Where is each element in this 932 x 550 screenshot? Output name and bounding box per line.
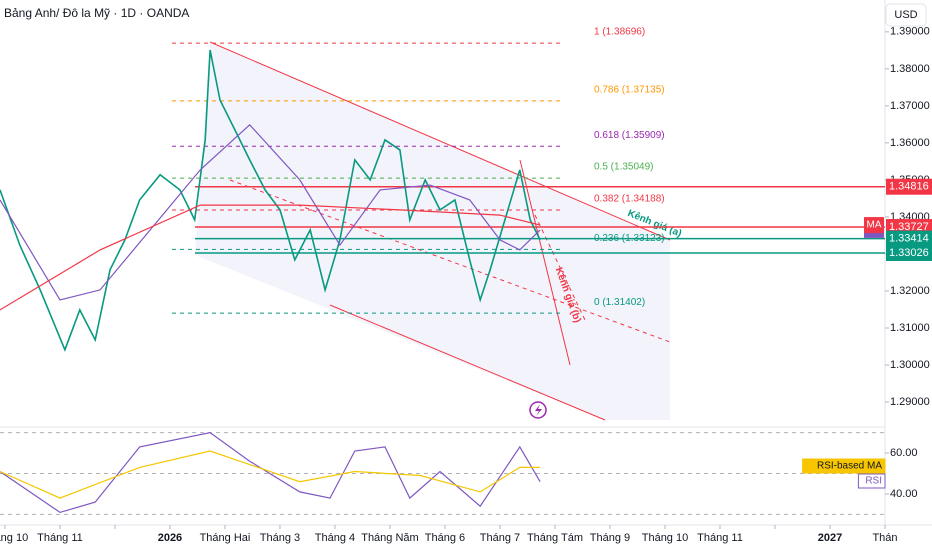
x-tick-label: 2027 <box>818 532 842 544</box>
x-tick-label: Thán <box>872 532 897 544</box>
x-tick-label: Tháng 11 <box>697 532 743 544</box>
x-tick-label: Tháng 4 <box>315 532 355 544</box>
legend-label: RSI-based MA <box>817 461 882 472</box>
y-tick-label: 1.31000 <box>890 322 930 334</box>
channel-line <box>209 41 671 241</box>
fib-label: 1 (1.38696) <box>594 27 645 38</box>
price-badge-label: 1.33727 <box>889 221 929 233</box>
x-tick-label: 2026 <box>158 532 182 544</box>
series-line <box>0 431 541 514</box>
channel-b-line <box>534 214 586 321</box>
channel-line <box>329 304 606 421</box>
series-line <box>0 204 541 311</box>
price-badge-label: 1.34816 <box>889 181 929 193</box>
x-tick-label: Tháng 6 <box>425 532 465 544</box>
y-tick-label: 1.37000 <box>890 100 930 112</box>
price-badge-label: 1.33414 <box>889 233 929 245</box>
y-tick-label: 1.39000 <box>890 26 930 38</box>
x-tick-label: Tháng Năm <box>361 532 418 544</box>
legend-badge <box>802 458 886 474</box>
y-tick-label: 1.30000 <box>890 359 930 371</box>
y-tick-label: 1.32000 <box>890 285 930 297</box>
y-tick-label: 40.00 <box>890 488 918 500</box>
ma-badge <box>864 217 884 234</box>
y-tick-label: 1.36000 <box>890 137 930 149</box>
fib-label: 0.618 (1.35909) <box>594 130 665 141</box>
y-tick-label: 1.29000 <box>890 396 930 408</box>
x-tick-label: Tháng 9 <box>590 532 630 544</box>
channel-b-line <box>519 159 571 366</box>
x-tick-label: Tháng Hai <box>200 532 251 544</box>
legend-label: RSI <box>865 476 882 487</box>
currency[interactable]: USD <box>894 9 917 21</box>
x-tick-label: Tháng 11 <box>37 532 83 544</box>
fib-label: 0 (1.31402) <box>594 297 645 308</box>
ma-badge-label: MA <box>867 220 882 231</box>
currency-box[interactable] <box>885 3 927 27</box>
fib-label: 0.5 (1.35049) <box>594 162 654 173</box>
x-tick-label: Tháng 10 <box>642 532 688 544</box>
x-tick-label: Tháng Tám <box>527 532 583 544</box>
price-badge-label: 1.33026 <box>889 247 929 259</box>
series-line <box>0 49 541 352</box>
x-tick-label: Tháng 7 <box>480 532 520 544</box>
price-badge <box>886 178 932 195</box>
event-icon <box>529 401 547 419</box>
price-badge <box>886 245 932 262</box>
x-tick-label: Tháng 3 <box>260 532 300 544</box>
y-tick-label: 60.00 <box>890 447 918 459</box>
channel-mid <box>229 179 671 343</box>
legend-badge <box>857 473 886 489</box>
series-line <box>0 123 541 301</box>
event-icon <box>535 404 542 416</box>
chart-title: Bảng Anh/ Đô la Mỹ · 1D · OANDA <box>4 6 189 20</box>
fib-label: 0.786 (1.37135) <box>594 85 665 96</box>
price-badge <box>886 230 932 247</box>
channel-area <box>195 42 670 420</box>
fib-label: 0.382 (1.34188) <box>594 194 665 205</box>
x-tick-label: Tháng 10 <box>0 532 28 544</box>
series-line <box>0 450 541 499</box>
y-tick-label: 1.38000 <box>890 63 930 75</box>
